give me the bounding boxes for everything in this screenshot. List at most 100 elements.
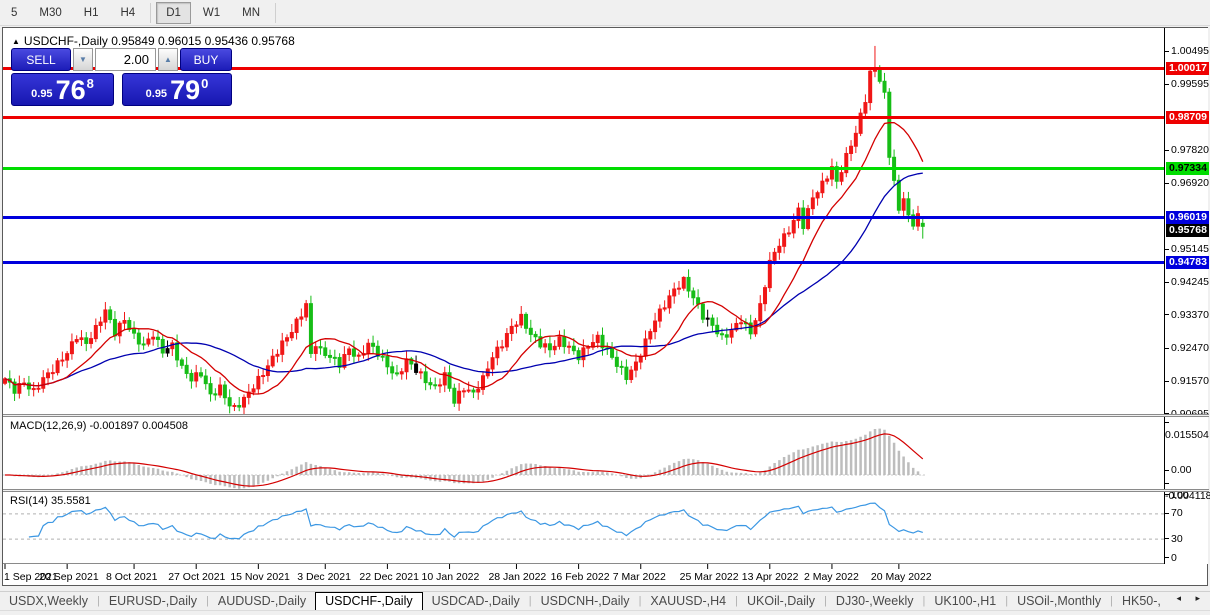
sell-price-box[interactable]: 0.95 76 8 <box>11 73 114 106</box>
tab-separator: | <box>1005 595 1009 607</box>
price-tick-label: 0.95145 <box>1165 243 1209 256</box>
one-click-trade-panel: SELL ▼ ▲ BUY 0.95 76 8 0.95 79 0 <box>11 48 232 108</box>
timeframe-button-h4[interactable]: H4 <box>120 6 136 19</box>
price-tick-label: 0.93370 <box>1165 309 1209 322</box>
pane-divider[interactable] <box>3 489 1164 492</box>
timeframe-button-h1[interactable]: H1 <box>83 6 99 19</box>
price-tick-label: 0.94245 <box>1165 276 1209 289</box>
timeframe-button-5[interactable]: 5 <box>11 6 18 19</box>
sell-price-sup: 8 <box>86 76 94 91</box>
current-price-badge: 0.95768 <box>1166 223 1209 237</box>
tab-usoil-monthly[interactable]: USOil-,Monthly <box>1017 594 1102 608</box>
tab-usdcnh-daily[interactable]: USDCNH-,Daily <box>540 594 630 608</box>
pane-divider-axis <box>1164 489 1209 492</box>
tab-scroll-arrows[interactable]: ◂ ▸ <box>1174 593 1208 604</box>
tab-separator: | <box>735 595 738 607</box>
rsi-axis-label: 30 <box>1165 533 1209 546</box>
date-axis-label: 8 Oct 2021 <box>106 571 158 583</box>
date-axis-label: 3 Dec 2021 <box>297 571 351 583</box>
horizontal-level-line[interactable] <box>3 261 1164 265</box>
level-price-badge: 0.94783 <box>1166 256 1209 270</box>
chart-window: ▲ USDCHF-,Daily 0.95849 0.96015 0.95436 0… <box>2 27 1210 587</box>
date-axis-label: 2 May 2022 <box>803 571 859 583</box>
buy-price-sup: 0 <box>201 76 209 91</box>
toolbar-separator <box>275 2 277 23</box>
price-tick-label: 0.99595 <box>1165 78 1209 91</box>
sell-price-small: 0.95 <box>31 88 53 100</box>
chart-title-text: USDCHF-,Daily 0.95849 0.96015 0.95436 0.… <box>23 34 295 48</box>
buy-price-big: 79 <box>170 75 201 105</box>
date-axis-label: 15 Nov 2021 <box>230 571 290 583</box>
chart-canvas <box>3 45 1164 569</box>
pane-divider[interactable] <box>3 414 1164 417</box>
date-axis-label: 25 Mar 2022 <box>679 571 739 583</box>
timeframe-toolbar: 5 M30 H1 H4 D1 W1 MN <box>0 0 1210 26</box>
sell-button[interactable]: SELL <box>11 48 71 71</box>
macd-axis-label: 0.015504 <box>1165 416 1209 441</box>
level-price-badge: 1.00017 <box>1166 62 1209 76</box>
tab-separator: | <box>206 595 209 607</box>
price-tick-label: 0.97820 <box>1165 144 1209 157</box>
horizontal-level-line[interactable] <box>3 166 1164 170</box>
rsi-axis-label: 70 <box>1165 507 1209 520</box>
macd-axis-label: -0.004118 <box>1165 477 1210 502</box>
level-price-badge: 0.96019 <box>1166 210 1209 224</box>
tab-xauusd-h4[interactable]: XAUUSD-,H4 <box>650 594 727 608</box>
buy-button[interactable]: BUY <box>180 48 232 71</box>
date-axis-label: 20 Sep 2021 <box>39 571 99 583</box>
tab-usdchf-daily[interactable]: USDCHF-,Daily <box>315 592 423 610</box>
tab-hk50-[interactable]: HK50-, <box>1121 594 1161 608</box>
date-axis-border <box>3 563 1164 565</box>
date-axis-label: 10 Jan 2022 <box>421 571 480 583</box>
chart-plot-area: ▲ USDCHF-,Daily 0.95849 0.96015 0.95436 0… <box>3 28 1164 587</box>
date-axis-label: 27 Oct 2021 <box>168 571 226 583</box>
horizontal-level-line[interactable] <box>3 115 1164 119</box>
tab-separator: | <box>528 595 532 607</box>
volume-input[interactable] <box>95 48 156 71</box>
tab-eurusd-daily[interactable]: EURUSD-,Daily <box>108 594 198 608</box>
price-tick-label: 0.92470 <box>1165 342 1209 355</box>
date-axis-label: 7 Mar 2022 <box>612 571 666 583</box>
date-axis-label: 28 Jan 2022 <box>488 571 547 583</box>
price-tick-label: 0.91570 <box>1165 375 1209 388</box>
spread-increase-button[interactable]: ▲ <box>158 48 178 71</box>
price-tick-label: 0.96920 <box>1165 177 1209 190</box>
tab-separator: | <box>824 595 827 607</box>
spread-decrease-button[interactable]: ▼ <box>73 48 93 71</box>
tab-uk100-h1[interactable]: UK100-,H1 <box>934 594 997 608</box>
level-price-badge: 0.98709 <box>1166 110 1209 124</box>
status-strip <box>0 610 1210 615</box>
horizontal-level-line[interactable] <box>3 215 1164 219</box>
horizontal-level-line[interactable] <box>3 67 1164 71</box>
toolbar-separator <box>150 2 152 23</box>
tab-usdcad-daily[interactable]: USDCAD-,Daily <box>431 594 520 608</box>
timeframe-button-mn[interactable]: MN <box>242 6 261 19</box>
buy-price-small: 0.95 <box>145 88 168 100</box>
collapse-arrow-icon[interactable]: ▲ <box>12 37 20 46</box>
level-price-badge: 0.97334 <box>1166 161 1209 175</box>
date-axis-label: 13 Apr 2022 <box>741 571 799 583</box>
price-tick-label: 1.00495 <box>1165 45 1209 58</box>
chart-title: ▲ USDCHF-,Daily 0.95849 0.96015 0.95436 0… <box>12 34 295 48</box>
timeframe-button-d1[interactable]: D1 <box>156 1 191 24</box>
tab-ukoil-daily[interactable]: UKOil-,Daily <box>747 594 816 608</box>
sell-price-big: 76 <box>55 75 86 105</box>
rsi-label: RSI(14) 35.5581 <box>10 495 91 507</box>
price-axis: 1.00495 0.99595 0.97820 0.96920 0.95145 0.942… <box>1164 28 1210 565</box>
tab-dj30-weekly[interactable]: DJ30-,Weekly <box>835 594 914 608</box>
macd-axis-label: 0.00 <box>1165 464 1209 477</box>
tab-usdx-weekly[interactable]: USDX,Weekly <box>9 594 88 608</box>
pane-divider-axis <box>1164 414 1209 417</box>
date-axis-label: 1 Sep 2021 <box>4 571 58 583</box>
tab-audusd-daily[interactable]: AUDUSD-,Daily <box>217 594 307 608</box>
date-axis-label: 16 Feb 2022 <box>550 571 610 583</box>
tab-separator: | <box>1110 595 1113 607</box>
timeframe-button-m30[interactable]: M30 <box>39 6 62 19</box>
symbol-tab-bar: USDX,Weekly | EURUSD-,Daily | AUDUSD-,Daily U… <box>0 591 1210 610</box>
timeframe-button-w1[interactable]: W1 <box>202 6 221 19</box>
date-axis-label: 22 Dec 2021 <box>359 571 419 583</box>
rsi-axis-label: 0 <box>1165 552 1209 565</box>
tab-separator: | <box>922 595 926 607</box>
date-axis-label: 20 May 2022 <box>870 571 932 583</box>
buy-price-box[interactable]: 0.95 79 0 <box>122 73 232 106</box>
